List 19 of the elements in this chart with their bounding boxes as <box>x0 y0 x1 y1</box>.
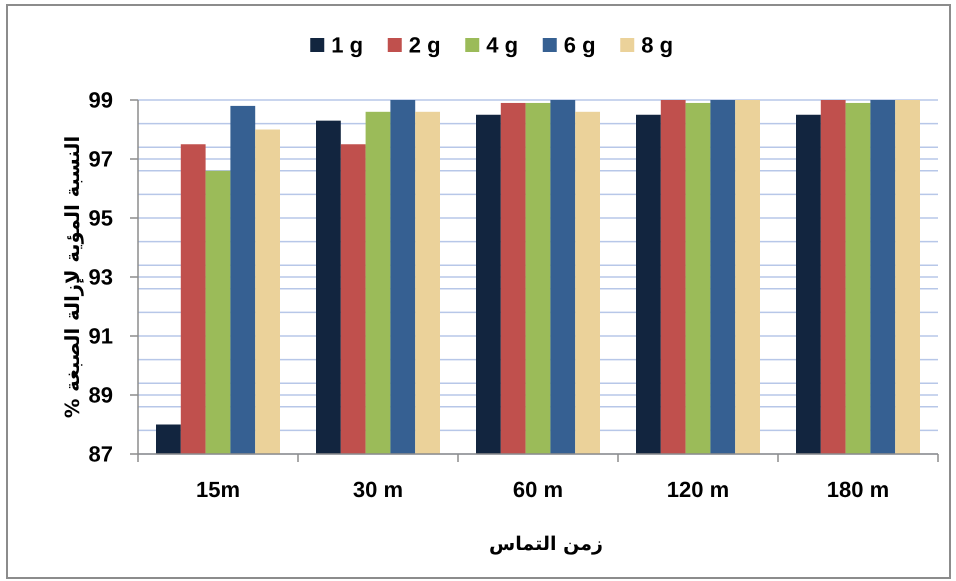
y-tick-label: 99 <box>88 88 113 113</box>
x-tick-label: 120 m <box>666 477 730 502</box>
y-tick-label: 91 <box>88 324 113 349</box>
legend-label: 6 g <box>564 32 596 58</box>
y-tick-label: 89 <box>88 382 113 408</box>
x-axis-title: زمن التماس <box>489 533 603 555</box>
x-tick-label: 30 m <box>352 477 404 502</box>
y-tick-label: 95 <box>88 206 113 231</box>
legend-label: 2 g <box>408 32 441 58</box>
legend-label: 1 g <box>331 32 364 58</box>
y-tick-label: 93 <box>88 264 113 290</box>
y-tick-label: 97 <box>88 146 113 172</box>
legend-label: 8 g <box>641 32 674 58</box>
y-axis-title: النسبة المؤية لإزالة الصبغة % <box>60 136 84 418</box>
x-tick-label: 180 m <box>826 477 890 502</box>
legend-label: 4 g <box>486 32 518 58</box>
x-tick-label: 15m <box>196 477 240 502</box>
y-tick-label: 87 <box>88 442 113 467</box>
x-tick-label: 60 m <box>512 477 564 502</box>
